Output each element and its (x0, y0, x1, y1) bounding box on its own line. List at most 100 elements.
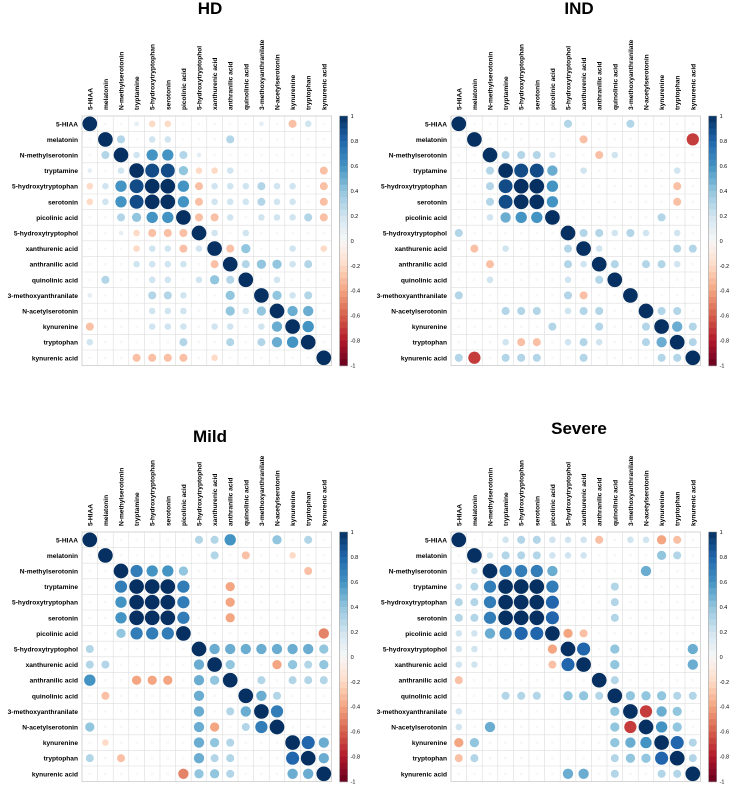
corr-circle-2-7 (197, 569, 201, 573)
corr-circle-2-3 (499, 564, 512, 578)
corr-circle-3-9 (225, 581, 235, 592)
corr-circle-10-13 (291, 694, 294, 698)
corr-circle-7-3 (504, 647, 507, 651)
corr-circle-3-12 (644, 585, 648, 588)
corr-circle-10-14 (306, 694, 310, 698)
corr-circle-2-2 (113, 147, 129, 163)
corr-circle-14-11 (260, 756, 263, 760)
corr-circle-12-3 (135, 725, 139, 729)
corr-circle-11-0 (87, 293, 93, 298)
corr-circle-2-13 (291, 569, 294, 573)
corr-circle-10-8 (582, 278, 585, 282)
corr-circle-6-13 (660, 632, 663, 635)
corr-circle-10-12 (272, 691, 282, 700)
row-label: kynurenic acid (401, 771, 447, 778)
corr-circle-4-11 (629, 600, 632, 604)
corr-circle-14-8 (213, 340, 217, 344)
corr-circle-9-3 (131, 675, 142, 685)
corr-circle-2-0 (457, 569, 461, 573)
corr-circle-4-13 (291, 600, 294, 604)
corr-circle-2-11 (629, 153, 632, 157)
column-label: N-acetylserotonin (275, 470, 282, 526)
corr-circle-5-13 (660, 200, 663, 204)
corr-circle-1-6 (182, 138, 185, 141)
corr-circle-1-0 (457, 138, 461, 141)
corr-circle-15-15 (316, 350, 332, 366)
corr-circle-2-14 (304, 566, 313, 576)
corr-circle-4-9 (597, 600, 601, 604)
colorbar-segment (708, 675, 717, 683)
corr-circle-9-13 (660, 678, 663, 682)
corr-circle-15-14 (306, 356, 310, 360)
column-label: kynurenic acid (321, 480, 328, 526)
corr-circle-14-4 (150, 756, 154, 760)
colorbar-tick-label: 0 (720, 239, 723, 245)
corr-circle-11-1 (104, 710, 107, 713)
corr-circle-3-11 (260, 169, 263, 173)
corr-circle-4-13 (660, 600, 663, 604)
corr-circle-11-6 (180, 292, 187, 299)
corr-circle-5-1 (473, 200, 476, 204)
corr-circle-4-14 (306, 184, 310, 188)
corr-circle-0-2 (119, 538, 123, 542)
corr-circle-3-3 (129, 163, 144, 178)
corr-circle-6-7 (194, 213, 204, 222)
corr-circle-8-10 (241, 243, 251, 254)
corr-circle-6-2 (116, 628, 126, 639)
colorbar-tick-label: -0.8 (720, 339, 729, 345)
corr-circle-7-2 (119, 647, 123, 651)
corr-circle-3-8 (582, 585, 585, 588)
corr-circle-0-14 (673, 535, 682, 544)
corr-circle-5-2 (483, 611, 497, 624)
colorbar-segment (708, 744, 717, 751)
corr-circle-7-10 (240, 643, 251, 655)
colorbar-tick-label: 1 (720, 114, 723, 120)
corr-circle-13-9 (595, 322, 604, 331)
corr-circle-12-2 (119, 725, 123, 729)
corr-circle-12-0 (457, 309, 461, 313)
corr-circle-7-15 (322, 231, 326, 235)
colorbar-segment (339, 532, 348, 539)
column-label: quinolinic acid (243, 480, 250, 526)
column-label: melatonin (472, 495, 479, 526)
colorbar-segment (339, 184, 348, 192)
corr-circle-1-2 (116, 135, 126, 144)
corr-circle-8-6 (179, 244, 188, 253)
corr-circle-13-14 (301, 736, 315, 750)
corr-circle-7-12 (275, 231, 279, 235)
corr-circle-6-5 (530, 626, 544, 640)
colorbar-segment (708, 631, 717, 639)
colorbar-segment (339, 165, 348, 173)
colorbar-segment (339, 712, 348, 720)
corr-circle-2-6 (178, 566, 189, 576)
corr-circle-4-0 (457, 184, 461, 188)
colorbar-tick-label: -1 (720, 364, 725, 370)
corr-circle-1-11 (260, 138, 263, 141)
corr-circle-5-10 (613, 200, 617, 204)
row-label: 3-methoxyanthranilate (377, 709, 448, 716)
row-label: tryptamine (44, 584, 78, 591)
corr-circle-0-6 (182, 538, 185, 542)
corr-circle-1-8 (580, 552, 587, 559)
corr-circle-8-7 (195, 245, 203, 252)
corr-circle-13-11 (258, 323, 265, 330)
corr-circle-5-7 (197, 616, 201, 620)
corr-circle-11-13 (291, 710, 294, 713)
corr-circle-10-9 (228, 694, 232, 698)
row-label: tryptamine (413, 168, 447, 175)
corr-circle-6-14 (675, 632, 679, 635)
corr-circle-7-15 (687, 643, 698, 655)
corr-circle-12-5 (164, 307, 172, 315)
colorbar-segment (708, 663, 717, 670)
corr-circle-15-12 (644, 356, 648, 360)
corr-circle-14-15 (688, 754, 697, 763)
row-label: xanthurenic acid (26, 246, 78, 253)
corr-circle-3-5 (160, 163, 175, 178)
corr-circle-7-6 (179, 228, 188, 238)
corr-circle-1-4 (519, 138, 523, 141)
corr-circle-12-0 (85, 722, 95, 732)
corr-circle-2-3 (130, 564, 143, 578)
corr-circle-14-5 (166, 340, 170, 344)
corr-circle-13-12 (271, 321, 283, 332)
corr-circle-12-1 (104, 309, 107, 313)
